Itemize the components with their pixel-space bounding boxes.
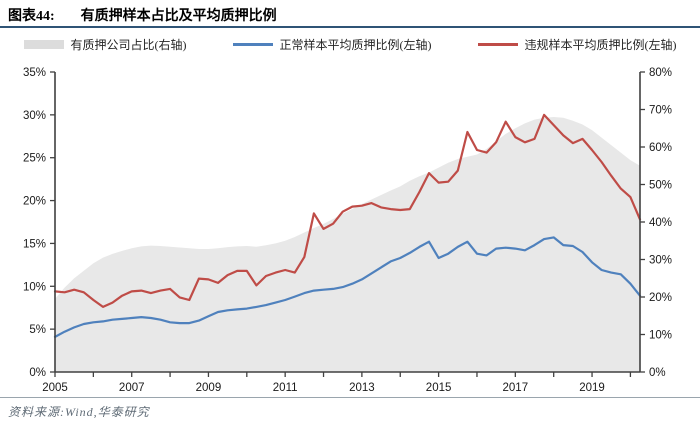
area-series	[55, 117, 640, 372]
legend-label: 正常样本平均质押比例(左轴)	[279, 38, 432, 52]
left-axis-tick-label: 5%	[29, 324, 46, 336]
x-axis-tick-label: 2013	[349, 382, 375, 394]
left-axis-tick-label: 35%	[23, 67, 46, 79]
right-axis-tick-label: 20%	[649, 292, 672, 304]
x-axis-tick-label: 2009	[196, 382, 222, 394]
legend-item-pledged-share: 有质押公司占比(右轴)	[23, 36, 187, 53]
line-series	[53, 113, 642, 308]
legend-item-normal-ratio: 正常样本平均质押比例(左轴)	[232, 36, 432, 53]
right-axis-tick-label: 70%	[649, 105, 672, 117]
x-axis-tick-label: 2011	[273, 382, 298, 394]
figure-title: 有质押样本占比及平均质押比例	[80, 9, 277, 24]
left-axis-tick-label: 0%	[29, 367, 46, 379]
legend-label: 有质押公司占比(右轴)	[70, 38, 187, 52]
x-axis-tick-label: 2019	[579, 382, 605, 394]
left-axis-tick-label: 20%	[23, 196, 46, 208]
x-axis-tick-label: 2017	[503, 382, 529, 394]
left-axis-tick-label: 15%	[23, 238, 46, 250]
source-note: 资料来源:Wind,华泰研究	[8, 405, 150, 419]
right-axis-tick-label: 60%	[649, 142, 672, 154]
chart-legend: 有质押公司占比(右轴) 正常样本平均质押比例(左轴) 违规样本平均质押比例(左轴…	[0, 36, 700, 53]
blue-line-swatch-icon	[232, 43, 273, 46]
title-divider	[0, 26, 700, 28]
x-axis-tick-label: 2007	[119, 382, 145, 394]
left-axis-tick-label: 10%	[23, 281, 46, 293]
line-series	[53, 236, 642, 338]
right-axis-tick-label: 0%	[649, 367, 666, 379]
legend-label: 违规样本平均质押比例(左轴)	[524, 38, 677, 52]
right-axis-tick-label: 30%	[649, 255, 672, 267]
x-axis-tick-label: 2015	[426, 382, 452, 394]
figure-number: 图表44:	[8, 9, 55, 24]
x-axis-tick-label: 2005	[42, 382, 68, 394]
left-axis-tick-label: 25%	[23, 153, 46, 165]
right-axis-tick-label: 80%	[649, 67, 672, 79]
right-axis-tick-label: 10%	[649, 330, 672, 342]
legend-item-violation-ratio: 违规样本平均质押比例(左轴)	[477, 36, 677, 53]
right-axis-tick-label: 40%	[649, 217, 672, 229]
red-line-swatch-icon	[477, 43, 518, 46]
area-swatch-icon	[23, 40, 64, 49]
right-axis-tick-label: 50%	[649, 180, 672, 192]
left-axis-tick-label: 30%	[23, 110, 46, 122]
footer-divider	[0, 397, 700, 398]
figure-header: 图表44: 有质押样本占比及平均质押比例	[8, 5, 692, 25]
